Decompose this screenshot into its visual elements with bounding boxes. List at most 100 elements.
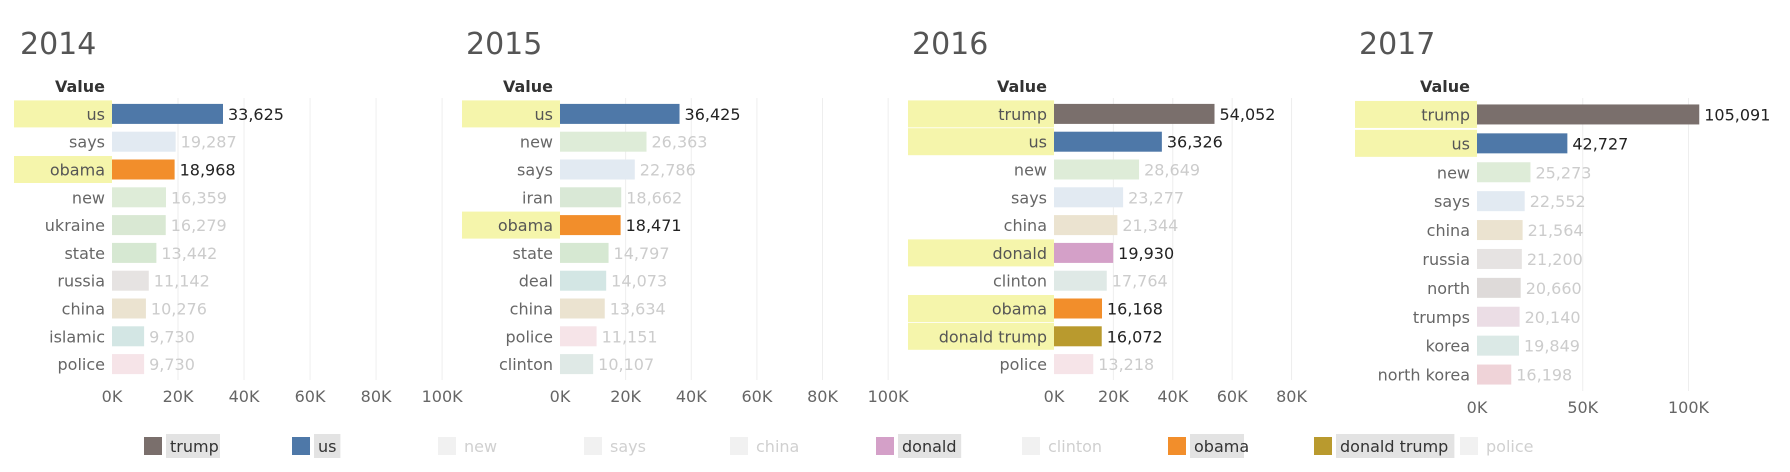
category-label[interactable]: trump <box>1421 105 1470 124</box>
category-label[interactable]: state <box>512 244 553 263</box>
category-label[interactable]: donald trump <box>939 327 1047 346</box>
category-label[interactable]: russia <box>1422 250 1470 269</box>
bar[interactable] <box>1054 354 1094 375</box>
bar[interactable] <box>560 103 680 124</box>
category-label[interactable]: clinton <box>499 355 553 374</box>
category-label[interactable]: new <box>520 133 553 152</box>
legend-label[interactable]: trump <box>170 437 219 456</box>
legend-swatch[interactable] <box>292 437 310 455</box>
category-label[interactable]: police <box>506 327 553 346</box>
category-label[interactable]: china <box>1004 216 1047 235</box>
category-label[interactable]: iran <box>522 188 553 207</box>
legend-swatch[interactable] <box>1168 437 1186 455</box>
bar[interactable] <box>112 215 166 236</box>
category-label[interactable]: us <box>1452 134 1470 153</box>
category-label[interactable]: china <box>62 300 105 319</box>
category-label[interactable]: ukraine <box>45 216 105 235</box>
category-label[interactable]: state <box>64 244 105 263</box>
legend-label[interactable]: us <box>318 437 336 456</box>
category-label[interactable]: donald <box>993 244 1048 263</box>
category-label[interactable]: obama <box>498 216 553 235</box>
category-label[interactable]: obama <box>50 161 105 180</box>
category-label[interactable]: china <box>510 300 553 319</box>
legend-label[interactable]: says <box>610 437 646 456</box>
category-label[interactable]: korea <box>1426 337 1470 356</box>
category-label[interactable]: trump <box>998 105 1047 124</box>
bar[interactable] <box>1054 103 1215 124</box>
bar[interactable] <box>112 159 175 180</box>
category-label[interactable]: us <box>1029 133 1047 152</box>
legend-swatch[interactable] <box>730 437 748 455</box>
bar[interactable] <box>560 354 594 375</box>
bar[interactable] <box>112 187 167 208</box>
legend-label[interactable]: clinton <box>1048 437 1102 456</box>
bar[interactable] <box>560 270 607 291</box>
legend-swatch[interactable] <box>876 437 894 455</box>
bar[interactable] <box>112 242 157 263</box>
bar[interactable] <box>1054 298 1103 319</box>
category-label[interactable]: china <box>1427 221 1470 240</box>
bar[interactable] <box>1477 162 1531 183</box>
bar[interactable] <box>1477 335 1519 356</box>
bar[interactable] <box>560 187 622 208</box>
bar[interactable] <box>560 215 621 236</box>
bar[interactable] <box>1477 220 1523 241</box>
category-label[interactable]: says <box>1011 188 1047 207</box>
bar[interactable] <box>1477 306 1520 327</box>
bar[interactable] <box>560 159 635 180</box>
legend-label[interactable]: donald trump <box>1340 437 1448 456</box>
legend-label[interactable]: obama <box>1194 437 1249 456</box>
bar[interactable] <box>560 131 647 152</box>
bar[interactable] <box>112 354 145 375</box>
category-label[interactable]: russia <box>57 272 105 291</box>
category-label[interactable]: clinton <box>993 272 1047 291</box>
bar[interactable] <box>1477 104 1700 125</box>
bar[interactable] <box>1477 191 1525 212</box>
bar[interactable] <box>1054 242 1114 263</box>
bar[interactable] <box>1054 131 1162 152</box>
category-label[interactable]: us <box>87 105 105 124</box>
category-label[interactable]: says <box>69 133 105 152</box>
bar[interactable] <box>112 298 146 319</box>
legend-swatch[interactable] <box>438 437 456 455</box>
category-label[interactable]: new <box>1014 161 1047 180</box>
bar[interactable] <box>1477 364 1512 385</box>
bar[interactable] <box>1054 215 1118 236</box>
category-label[interactable]: obama <box>992 300 1047 319</box>
bar[interactable] <box>1054 159 1140 180</box>
bar[interactable] <box>560 298 605 319</box>
legend-label[interactable]: new <box>464 437 497 456</box>
legend-label[interactable]: china <box>756 437 799 456</box>
bar[interactable] <box>560 242 609 263</box>
legend-label[interactable]: police <box>1486 437 1533 456</box>
bar[interactable] <box>1477 248 1522 269</box>
legend-label[interactable]: donald <box>902 437 957 456</box>
bar[interactable] <box>112 270 149 291</box>
bar[interactable] <box>112 103 223 124</box>
bar[interactable] <box>1477 277 1521 298</box>
legend-swatch[interactable] <box>144 437 162 455</box>
category-label[interactable]: new <box>72 188 105 207</box>
bar[interactable] <box>112 131 176 152</box>
category-label[interactable]: north korea <box>1378 366 1470 385</box>
category-label[interactable]: north <box>1427 279 1470 298</box>
bar[interactable] <box>560 326 597 347</box>
category-label[interactable]: us <box>535 105 553 124</box>
legend-swatch[interactable] <box>584 437 602 455</box>
category-label[interactable]: islamic <box>49 327 105 346</box>
category-label[interactable]: says <box>517 161 553 180</box>
legend-swatch[interactable] <box>1022 437 1040 455</box>
category-label[interactable]: police <box>58 355 105 374</box>
bar[interactable] <box>1054 326 1102 347</box>
legend-swatch[interactable] <box>1314 437 1332 455</box>
bar[interactable] <box>1477 133 1568 154</box>
category-label[interactable]: new <box>1437 163 1470 182</box>
category-label[interactable]: says <box>1434 192 1470 211</box>
category-label[interactable]: trumps <box>1413 308 1470 327</box>
category-label[interactable]: police <box>1000 355 1047 374</box>
bar[interactable] <box>112 326 145 347</box>
legend-swatch[interactable] <box>1460 437 1478 455</box>
bar[interactable] <box>1054 270 1107 291</box>
category-label[interactable]: deal <box>519 272 553 291</box>
bar[interactable] <box>1054 187 1124 208</box>
